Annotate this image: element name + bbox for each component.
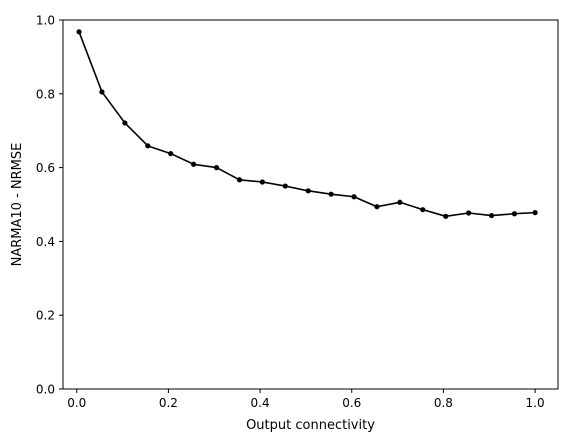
y-tick-label: 0.4 — [36, 235, 55, 249]
data-point — [236, 177, 243, 183]
data-point — [168, 150, 174, 157]
data-point — [145, 143, 151, 149]
data-point — [532, 210, 538, 216]
series-layer — [76, 29, 538, 219]
data-point — [420, 207, 426, 213]
data-point — [213, 165, 220, 171]
data-point — [122, 120, 128, 126]
data-point — [259, 179, 265, 185]
axes-layer: 0.0 0.2 0.4 0.6 0.8 1.0 0.0 0.2 0.4 0.6 0.8 1.0 — [36, 14, 545, 411]
y-tick-label: 0.0 — [36, 383, 55, 397]
x-tick-label: 0.0 — [67, 396, 86, 410]
x-tick-label: 0.8 — [434, 396, 453, 410]
y-axis-label: NARMA10 - NRMSE — [10, 143, 25, 267]
y-tick-label: 1.0 — [36, 14, 55, 28]
x-tick-label: 0.4 — [251, 396, 270, 410]
data-point — [443, 213, 449, 219]
x-tick-label: 0.6 — [342, 396, 361, 410]
x-tick-label: 1.0 — [526, 396, 545, 410]
data-point — [99, 89, 105, 95]
data-point — [191, 161, 197, 167]
data-point — [488, 212, 495, 219]
data-point — [328, 191, 334, 197]
y-tick-label: 0.2 — [36, 309, 55, 323]
data-point — [466, 210, 472, 216]
data-point — [282, 183, 288, 189]
data-point — [305, 188, 311, 194]
x-tick-label: 0.2 — [159, 396, 178, 410]
data-point — [511, 211, 518, 217]
data-point — [374, 204, 380, 210]
y-tick-label: 0.8 — [36, 87, 55, 101]
plot-area — [63, 20, 558, 389]
x-axis-label: Output connectivity — [246, 418, 375, 433]
data-point — [76, 29, 82, 35]
data-point — [351, 194, 357, 200]
plot-frame — [62, 19, 559, 390]
y-tick-label: 0.6 — [36, 161, 55, 175]
data-point — [397, 199, 403, 205]
